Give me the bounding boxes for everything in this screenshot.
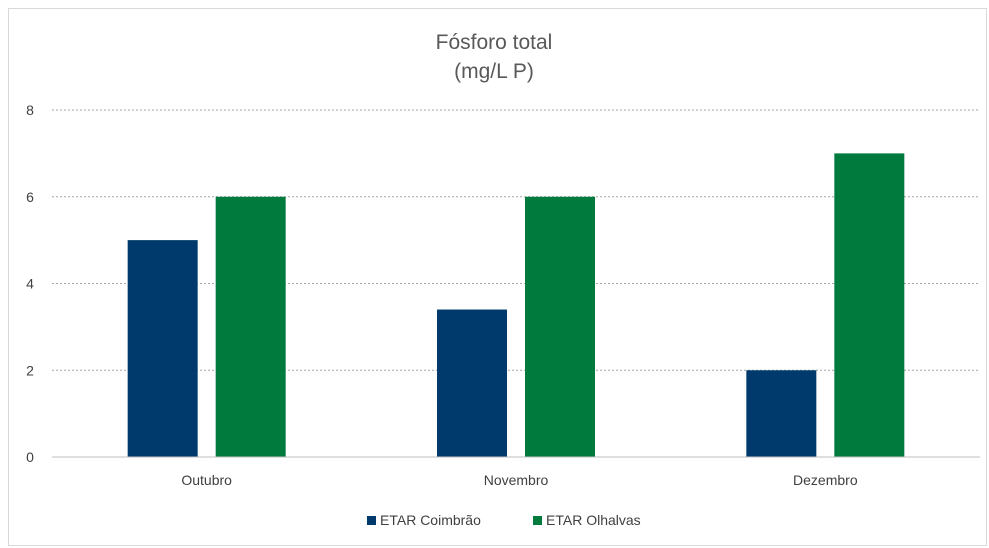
legend-label: ETAR Olhalvas: [546, 512, 641, 528]
y-tick-label: 2: [26, 362, 34, 378]
bar-etar-coimbrão-novembro: [437, 309, 507, 457]
x-category-label: Novembro: [484, 472, 549, 488]
bar-etar-coimbrão-dezembro: [746, 370, 817, 457]
bar-etar-olhalvas-outubro: [215, 196, 286, 457]
x-category-label: Dezembro: [793, 472, 858, 488]
legend-swatch: [367, 516, 376, 525]
legend-label: ETAR Coimbrão: [380, 512, 481, 528]
chart-subtitle: (mg/L P): [454, 60, 534, 83]
bar-etar-coimbrão-outubro: [127, 240, 198, 457]
chart-title: Fósforo total: [436, 31, 553, 54]
legend-swatch: [533, 516, 542, 525]
bars: [127, 153, 905, 457]
x-category-label: Outubro: [181, 472, 232, 488]
bar-etar-olhalvas-novembro: [525, 196, 595, 457]
y-tick-label: 4: [26, 276, 34, 292]
y-tick-label: 0: [26, 449, 34, 465]
y-tick-label: 8: [26, 102, 34, 118]
x-axis-categories: Outubro Novembro Dezembro: [181, 472, 857, 488]
y-tick-label: 6: [26, 189, 34, 205]
y-axis-ticks: 0 2 4 6 8: [26, 102, 34, 465]
gridlines: [52, 109, 980, 371]
bar-etar-olhalvas-dezembro: [834, 153, 905, 457]
legend: ETAR Coimbrão ETAR Olhalvas: [367, 512, 641, 528]
